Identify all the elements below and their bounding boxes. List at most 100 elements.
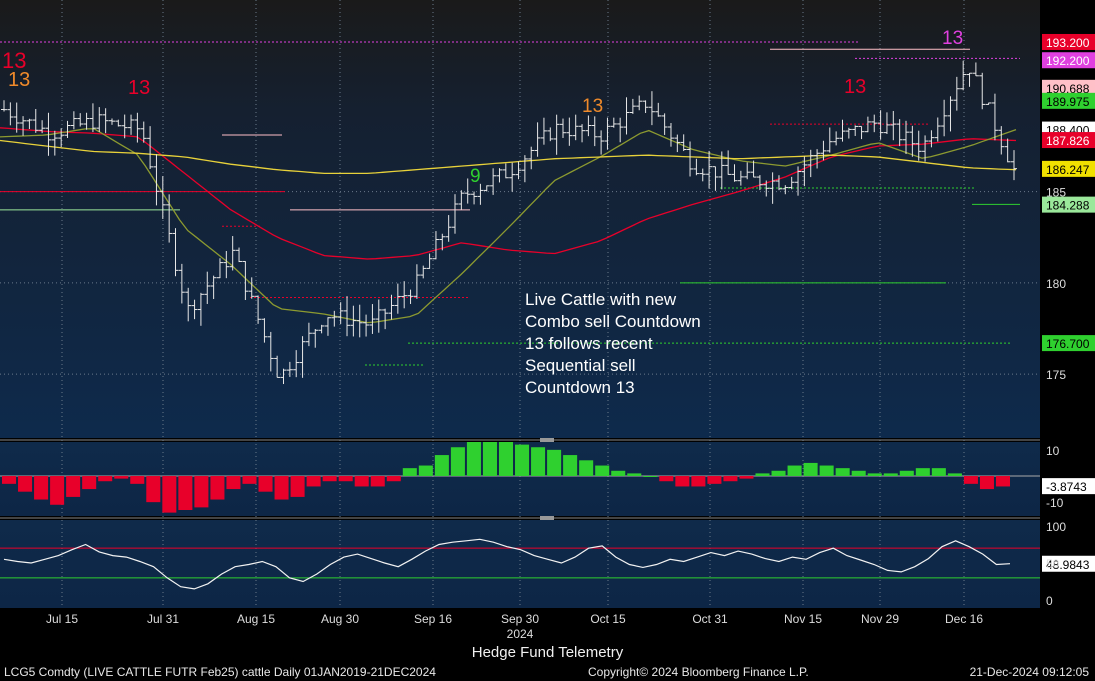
price-bar (299, 336, 306, 378)
histogram-bar (979, 476, 994, 490)
price-bar (985, 102, 992, 105)
price-bar (718, 151, 725, 190)
countdown-label: 13 (582, 96, 603, 117)
histogram-bar (402, 468, 417, 476)
histogram-bar (66, 476, 81, 497)
price-bar (979, 72, 986, 110)
price-bar (185, 287, 192, 322)
price-bar (623, 97, 630, 135)
osc-tick-label: 0 (1046, 594, 1053, 608)
price-bar (255, 295, 262, 324)
price-bar (242, 260, 249, 301)
price-bar (769, 172, 776, 204)
price-bar (547, 127, 554, 142)
price-bar (877, 110, 884, 140)
price-bar (534, 122, 541, 157)
histogram-bar (98, 476, 113, 482)
price-bar (369, 304, 376, 334)
chart-annotation: Live Cattle with new Combo sell Countdow… (525, 290, 701, 397)
countdown-label: 13 (942, 28, 963, 49)
x-tick-label: Oct 15 (590, 612, 626, 626)
histogram-bar (723, 476, 738, 482)
histogram-bar (34, 476, 49, 500)
price-bar (693, 158, 700, 176)
price-bar (153, 154, 160, 206)
histogram-bar (755, 473, 770, 476)
price-bar (521, 155, 528, 183)
price-bar (77, 113, 84, 127)
price-tag-label: 187.826 (1046, 134, 1090, 148)
price-bar (515, 161, 522, 180)
price-bar (70, 111, 77, 130)
price-bar (108, 118, 115, 125)
price-bar (159, 176, 166, 219)
security-description: LCG5 Comdty (LIVE CATTLE FUTR Feb25) cat… (4, 665, 436, 679)
x-tick-label: Aug 30 (321, 612, 359, 626)
histogram-bar (210, 476, 225, 500)
price-bar (204, 271, 211, 304)
histogram-bar (418, 465, 433, 476)
histogram-bar (162, 476, 177, 513)
x-tick-label: Sep 16 (414, 612, 452, 626)
price-tag-label: 193.200 (1046, 36, 1090, 50)
price-bar (305, 322, 312, 347)
price-bar (324, 317, 331, 336)
price-tag-label: 184.288 (1046, 199, 1090, 213)
price-bar (337, 302, 344, 324)
y-tick-label: 175 (1046, 368, 1066, 382)
price-bar (407, 289, 414, 304)
countdown-label: 13 (128, 77, 150, 99)
price-bar (394, 283, 401, 314)
price-bar (128, 114, 135, 135)
countdown-label: 9 (470, 166, 481, 187)
price-bar (858, 125, 865, 140)
price-tag-box (1042, 33, 1095, 50)
histogram-bar (466, 442, 481, 476)
histogram-bar (322, 476, 337, 482)
price-bar (20, 116, 27, 136)
price-bar (585, 115, 592, 137)
price-bar (248, 277, 255, 299)
divider-grip-1[interactable] (540, 438, 554, 442)
price-bar (26, 118, 33, 130)
x-tick-label: Sep 30 (501, 612, 539, 626)
price-bar (648, 91, 655, 126)
price-tag-label: 190.688 (1046, 82, 1090, 96)
price-bar (756, 175, 763, 191)
price-bar (559, 118, 566, 138)
moving-average-line (0, 127, 1017, 260)
price-bar (102, 108, 109, 134)
histogram-bar (18, 476, 33, 492)
price-bar (744, 162, 751, 180)
price-bar (629, 98, 636, 114)
price-bar (172, 228, 179, 277)
price-bar (833, 131, 840, 146)
hist-value-label: -3.8743 (1046, 480, 1087, 494)
histogram-bar (691, 476, 706, 487)
price-bar (312, 329, 319, 348)
hist-value-tag (1042, 478, 1095, 495)
price-bar (413, 264, 420, 299)
price-tag-box (1042, 132, 1095, 149)
price-bar (331, 310, 338, 327)
price-bar (432, 231, 439, 260)
histogram-bar (819, 465, 834, 476)
price-bar (229, 236, 236, 271)
price-bar (953, 76, 960, 111)
histogram-bar (547, 449, 562, 476)
price-bar (864, 116, 871, 133)
price-bar (267, 331, 274, 372)
price-bar (636, 95, 643, 111)
price-bar (820, 140, 827, 161)
price-tag-box (1042, 52, 1095, 69)
price-bar (763, 180, 770, 197)
price-bar (356, 304, 363, 338)
price-bar (706, 150, 713, 189)
price-bar (318, 324, 325, 334)
divider-grip-2[interactable] (540, 516, 554, 520)
x-tick-label: Nov 29 (861, 612, 899, 626)
histogram-bar (354, 476, 369, 487)
price-bar (553, 114, 560, 155)
price-bar (496, 168, 503, 183)
price-bar (610, 117, 617, 128)
